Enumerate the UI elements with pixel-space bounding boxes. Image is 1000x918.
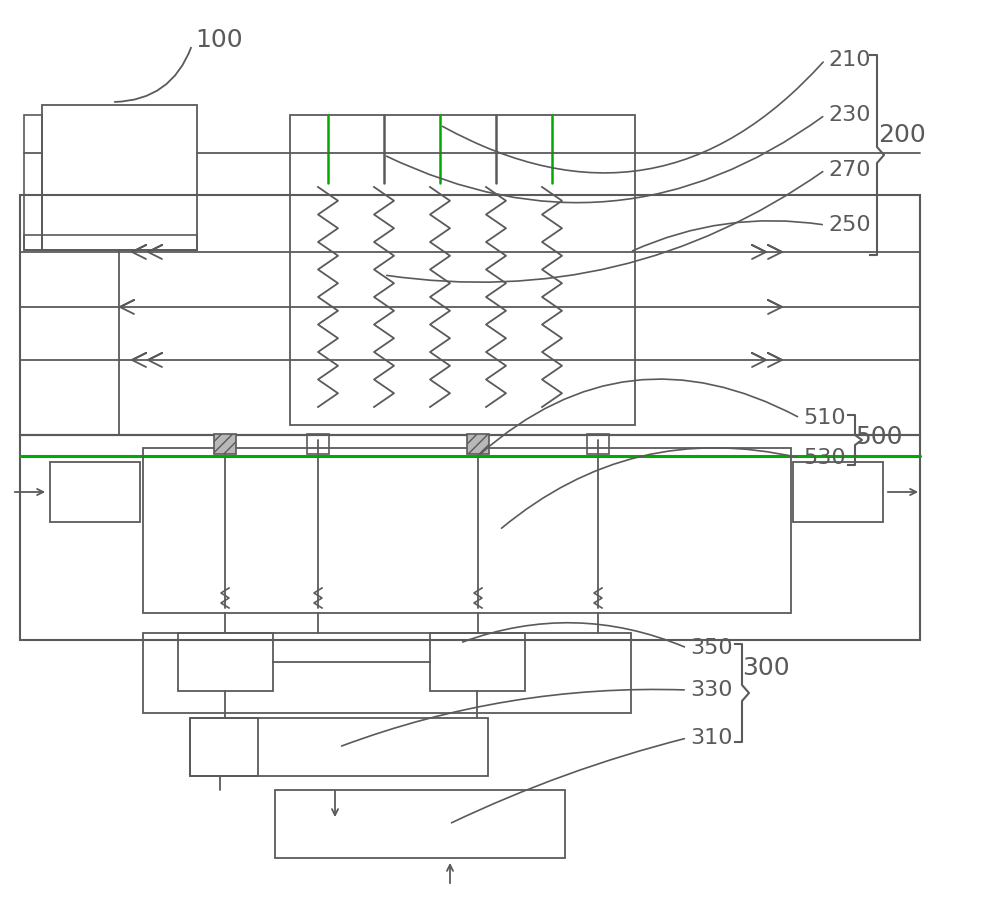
Bar	[20, 195, 920, 435]
Text: 510: 510	[803, 408, 846, 428]
Bar	[143, 633, 631, 713]
Bar	[587, 434, 609, 454]
Bar	[24, 235, 197, 250]
Bar	[214, 434, 236, 454]
Text: 530: 530	[803, 448, 846, 468]
Bar	[178, 633, 273, 691]
Text: 330: 330	[690, 680, 732, 700]
Text: 230: 230	[828, 105, 870, 125]
Bar	[143, 448, 791, 613]
Bar	[307, 434, 329, 454]
Bar	[24, 115, 42, 250]
Bar	[430, 633, 525, 691]
Text: 500: 500	[855, 425, 902, 449]
Bar	[467, 434, 489, 454]
Text: 210: 210	[828, 50, 870, 70]
Text: 270: 270	[828, 160, 870, 180]
Text: 310: 310	[690, 728, 732, 748]
Text: 300: 300	[742, 656, 790, 680]
Text: 350: 350	[690, 638, 733, 658]
Text: 250: 250	[828, 215, 871, 235]
Bar	[42, 105, 197, 250]
Bar	[190, 718, 488, 776]
Bar	[793, 462, 883, 522]
Bar	[50, 462, 140, 522]
Bar	[20, 435, 920, 640]
Text: 100: 100	[195, 28, 243, 52]
Text: 200: 200	[878, 123, 926, 147]
Bar	[190, 718, 258, 776]
Bar	[290, 115, 635, 425]
Bar	[275, 790, 565, 858]
